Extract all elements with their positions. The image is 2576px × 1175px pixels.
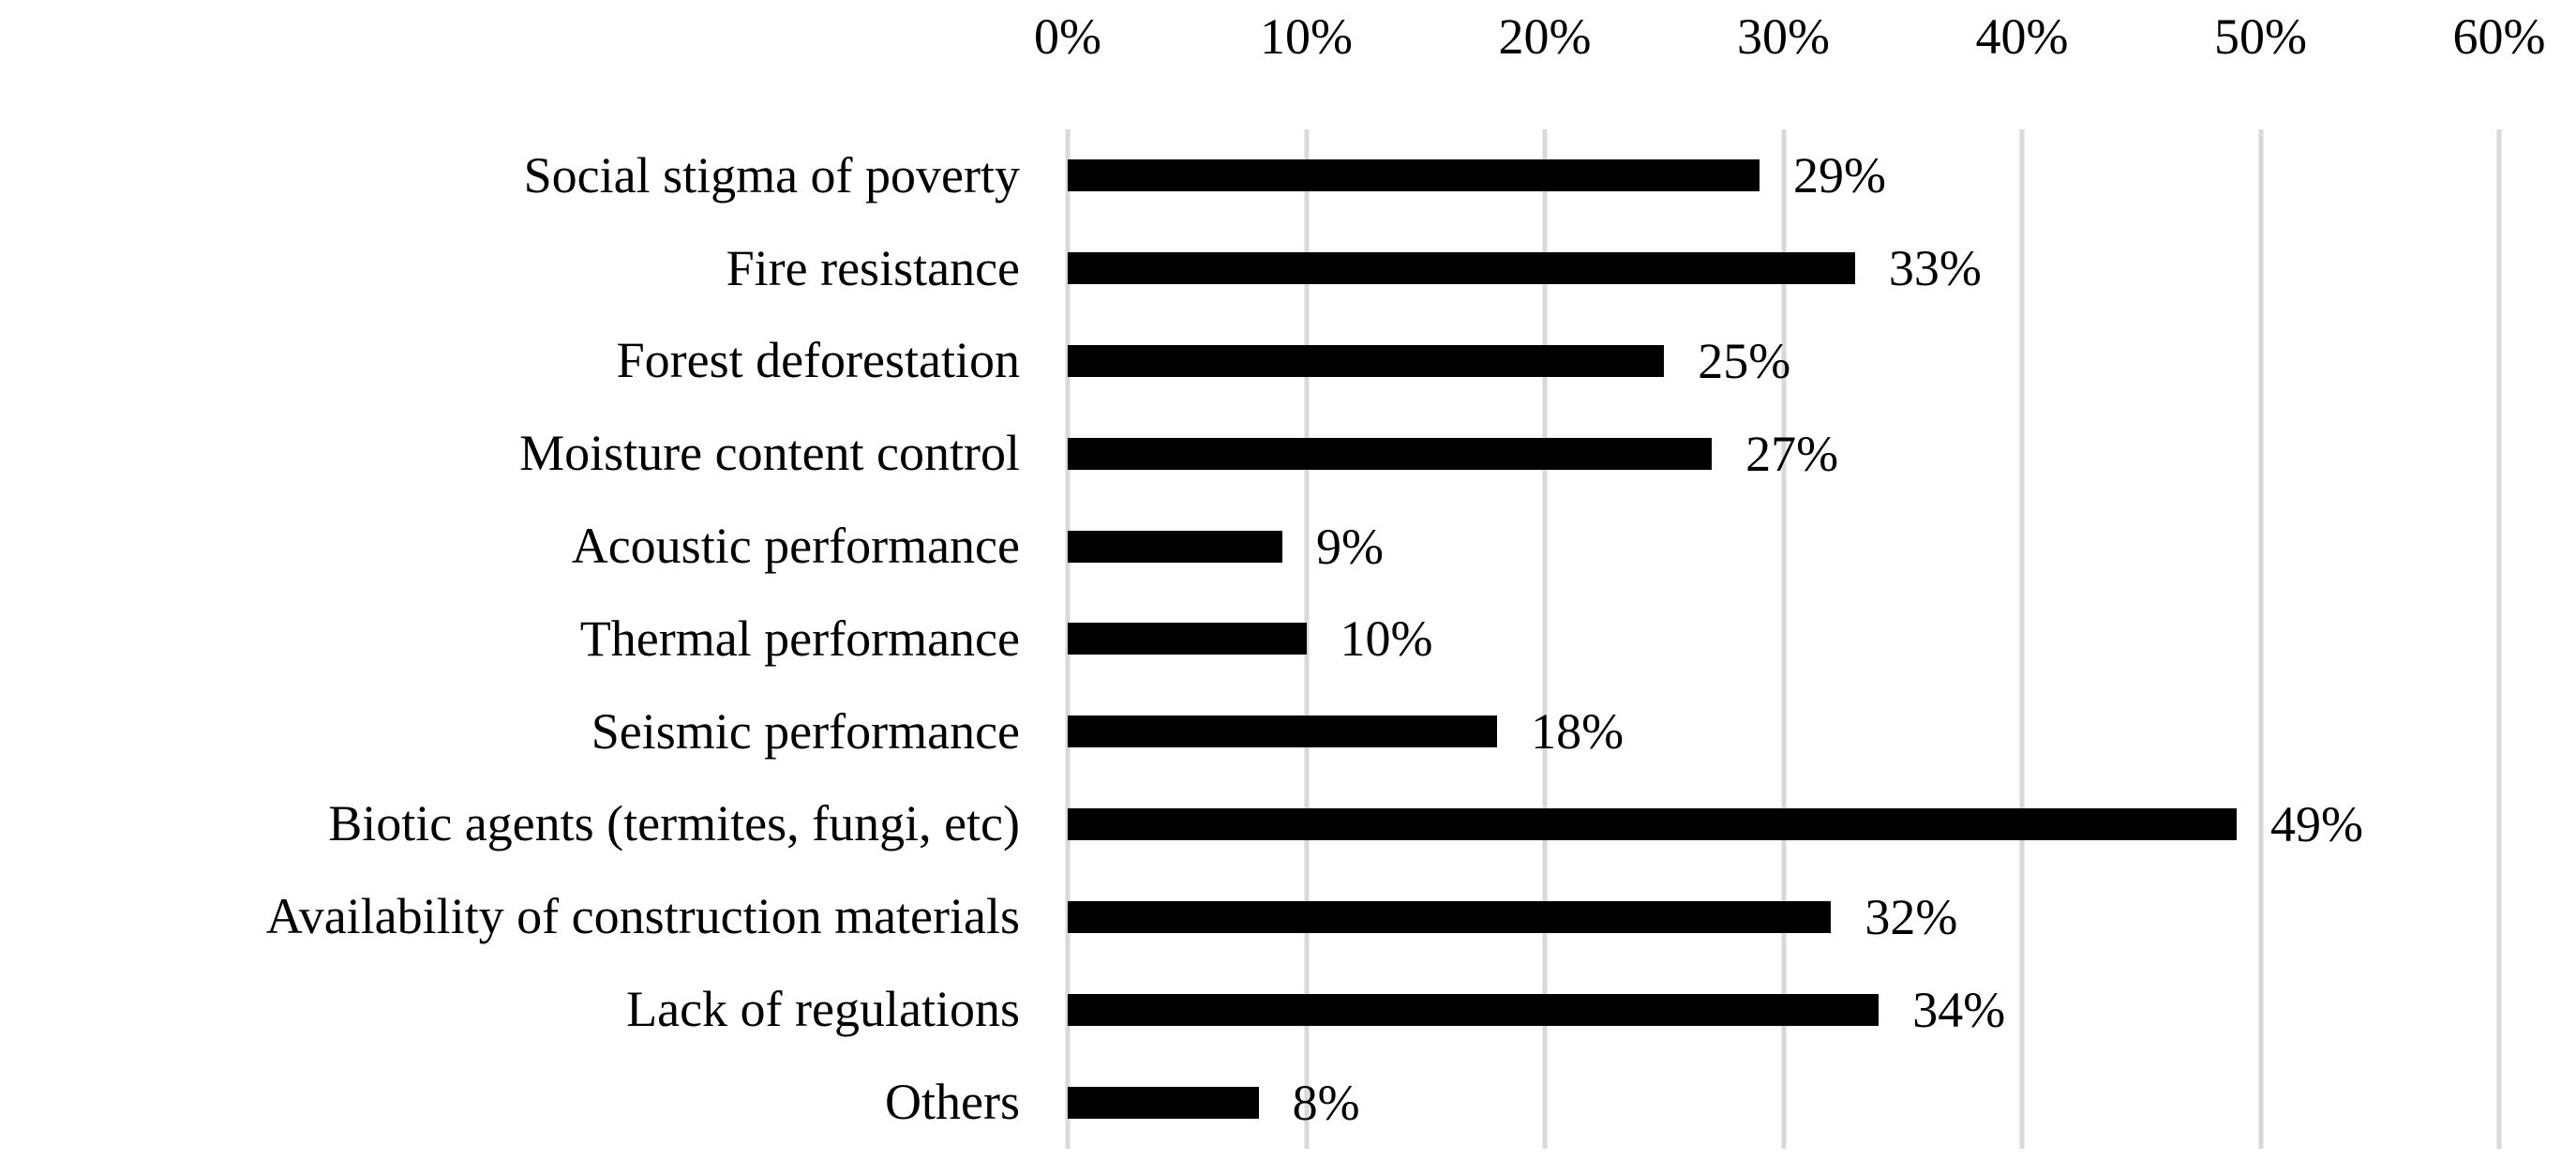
bar-row: 32% bbox=[1068, 871, 2499, 964]
category-label: Moisture content control bbox=[519, 425, 1020, 482]
category-label: Biotic agents (termites, fungi, etc) bbox=[328, 795, 1020, 852]
bar bbox=[1068, 530, 1283, 563]
bar bbox=[1068, 993, 1880, 1026]
gridline bbox=[1304, 129, 1309, 1149]
gridline bbox=[2258, 129, 2263, 1149]
bar bbox=[1068, 437, 1713, 470]
category-label: Seismic performance bbox=[591, 702, 1020, 760]
x-axis-tick-label: 60% bbox=[2452, 8, 2546, 65]
data-label: 49% bbox=[2270, 796, 2364, 853]
data-label: 34% bbox=[1912, 981, 2006, 1038]
x-axis-tick-label: 10% bbox=[1260, 8, 1353, 65]
bar-row: 49% bbox=[1068, 778, 2499, 871]
x-axis-tick-label: 50% bbox=[2214, 8, 2307, 65]
category-label: Fire resistance bbox=[726, 239, 1020, 296]
gridline bbox=[1542, 129, 1548, 1149]
bar-row: 33% bbox=[1068, 222, 2499, 315]
bar-row: 29% bbox=[1068, 129, 2499, 222]
data-label: 8% bbox=[1292, 1074, 1360, 1131]
category-label: Acoustic performance bbox=[571, 517, 1020, 574]
category-axis: Social stigma of poverty Fire resistance F… bbox=[0, 129, 1020, 1149]
data-label: 9% bbox=[1316, 518, 1385, 575]
gridline bbox=[2019, 129, 2025, 1149]
plot-area: 29% 33% 25% 27% 9% 10% 18% 49% 32% 34% 8% bbox=[1065, 129, 2502, 1149]
category-label: Availability of construction materials bbox=[265, 888, 1020, 945]
bar bbox=[1068, 252, 1855, 285]
bar-row: 9% bbox=[1068, 500, 2499, 593]
bar-row: 10% bbox=[1068, 593, 2499, 685]
x-axis-tick-label: 40% bbox=[1975, 8, 2069, 65]
bar-row: 34% bbox=[1068, 963, 2499, 1056]
bar bbox=[1068, 808, 2238, 841]
category-label: Lack of regulations bbox=[626, 981, 1020, 1038]
bar bbox=[1068, 900, 1832, 933]
bar bbox=[1068, 623, 1307, 655]
data-label: 18% bbox=[1531, 703, 1625, 761]
bar bbox=[1068, 345, 1665, 378]
data-label: 25% bbox=[1698, 333, 1791, 390]
x-axis: 0% 10% 20% 30% 40% 50% 60% bbox=[1034, 8, 2545, 69]
category-label: Forest deforestation bbox=[616, 332, 1020, 389]
data-label: 29% bbox=[1793, 147, 1887, 204]
x-axis-tick-label: 0% bbox=[1034, 8, 1101, 65]
gridline bbox=[1781, 129, 1786, 1149]
bar bbox=[1068, 159, 1760, 192]
bar bbox=[1068, 1086, 1259, 1119]
bar-row: 18% bbox=[1068, 685, 2499, 778]
category-label: Others bbox=[885, 1073, 1020, 1130]
bar-row: 8% bbox=[1068, 1056, 2499, 1149]
data-label: 32% bbox=[1865, 888, 1958, 945]
data-label: 33% bbox=[1888, 240, 1982, 297]
data-label: 27% bbox=[1745, 425, 1839, 482]
category-label: Social stigma of poverty bbox=[523, 146, 1020, 203]
bar-row: 27% bbox=[1068, 407, 2499, 500]
category-label: Thermal performance bbox=[579, 610, 1020, 667]
bar-row: 25% bbox=[1068, 315, 2499, 408]
bar bbox=[1068, 716, 1498, 748]
data-label: 10% bbox=[1340, 610, 1433, 668]
gridline bbox=[2496, 129, 2502, 1149]
x-axis-tick-label: 20% bbox=[1498, 8, 1592, 65]
x-axis-tick-label: 30% bbox=[1737, 8, 1830, 65]
